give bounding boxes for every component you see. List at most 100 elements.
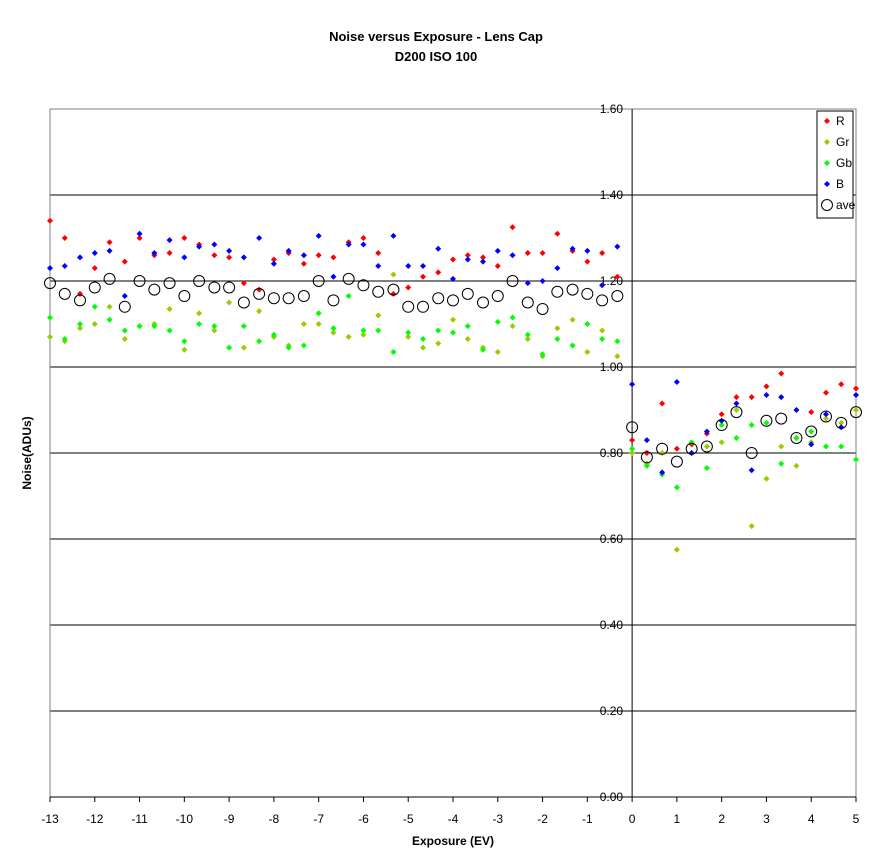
data-point-ave <box>267 292 280 305</box>
data-point-r <box>166 250 173 257</box>
data-point-b <box>91 250 98 257</box>
axes <box>49 108 857 802</box>
data-point-gr <box>196 310 203 317</box>
x-tick-label: 5 <box>853 812 860 826</box>
y-tick-label: 0.60 <box>600 532 624 546</box>
data-point-gr <box>211 327 218 334</box>
x-tick-label: -13 <box>41 812 59 826</box>
x-tick-label: -10 <box>176 812 194 826</box>
data-point-b <box>405 262 412 269</box>
data-point-ave <box>775 412 788 425</box>
series-gr <box>47 271 859 553</box>
x-tick-label: -7 <box>313 812 324 826</box>
data-point-ave <box>491 290 504 303</box>
data-point-r <box>733 394 740 401</box>
data-point-b <box>435 245 442 252</box>
data-point-r <box>61 235 68 241</box>
data-point-gr <box>256 308 263 315</box>
data-point-gr <box>450 316 456 323</box>
data-point-ave <box>566 283 579 296</box>
legend-box <box>816 110 854 219</box>
data-point-ave <box>118 300 131 313</box>
series-gb <box>47 293 859 491</box>
data-point-gb <box>524 331 531 338</box>
y-tick-label: 0.80 <box>600 446 624 460</box>
data-point-gb <box>822 443 829 450</box>
data-point-gb <box>256 338 263 345</box>
data-point-ave <box>237 296 250 309</box>
data-point-gr <box>390 271 397 278</box>
legend-label-b: B <box>836 177 844 191</box>
y-axis-label: Noise(ADUs) <box>20 416 34 489</box>
data-point-b <box>419 262 426 269</box>
data-point-gb <box>390 348 397 355</box>
data-point-r <box>822 389 829 396</box>
data-point-gb <box>315 310 322 317</box>
data-point-r <box>614 273 621 280</box>
data-point-b <box>494 247 501 254</box>
data-point-gb <box>136 323 143 330</box>
data-point-gr <box>763 475 770 482</box>
data-point-gb <box>584 321 591 327</box>
data-point-ave <box>685 442 698 455</box>
x-tick-label: -1 <box>582 812 593 826</box>
data-point-r <box>763 383 770 390</box>
data-point-ave <box>819 410 832 423</box>
data-point-b <box>240 254 247 261</box>
data-point-gr <box>524 336 531 343</box>
data-point-b <box>569 245 576 252</box>
data-point-gr <box>435 340 442 347</box>
data-point-ave <box>536 302 549 315</box>
data-point-r <box>300 260 307 267</box>
series-b <box>47 230 859 476</box>
data-point-r <box>673 445 680 452</box>
data-point-ave <box>282 292 295 305</box>
data-point-gb <box>569 342 576 349</box>
data-point-b <box>300 252 307 259</box>
data-point-b <box>47 265 53 272</box>
data-point-gb <box>554 336 561 343</box>
data-point-gr <box>494 348 501 355</box>
data-point-ave <box>416 300 429 313</box>
data-point-gb <box>285 344 292 351</box>
data-point-ave <box>74 294 87 307</box>
data-point-ave <box>551 285 564 298</box>
data-point-r <box>330 254 337 261</box>
data-point-r <box>509 224 516 231</box>
data-point-ave <box>581 287 594 300</box>
x-tick-label: -12 <box>86 812 104 826</box>
data-point-gb <box>509 314 516 321</box>
data-point-r <box>121 258 128 265</box>
data-point-gr <box>599 327 606 334</box>
tick-labels: 0.000.200.400.600.801.001.201.401.60-13-… <box>41 102 859 826</box>
legend-label-gb: Gb <box>836 156 852 170</box>
data-point-gr <box>614 353 621 360</box>
data-point-gb <box>330 325 337 332</box>
data-point-ave <box>253 287 266 300</box>
data-point-b <box>77 254 84 261</box>
data-point-gr <box>464 336 471 343</box>
data-point-ave <box>521 296 534 309</box>
data-point-gr <box>181 346 188 353</box>
data-point-ave <box>402 300 415 313</box>
y-tick-label: 0.00 <box>600 790 624 804</box>
data-point-ave <box>223 281 236 294</box>
data-point-r <box>47 217 53 224</box>
x-tick-label: -6 <box>358 812 369 826</box>
x-tick-label: -3 <box>492 812 503 826</box>
data-point-gr <box>673 546 680 553</box>
data-point-b <box>718 417 725 424</box>
data-point-gr <box>330 329 337 336</box>
data-point-gr <box>554 325 561 332</box>
data-point-r <box>464 252 471 259</box>
data-point-r <box>405 284 412 291</box>
data-point-r <box>375 250 382 257</box>
data-point-b <box>733 400 740 407</box>
data-point-r <box>599 250 606 257</box>
data-point-r <box>539 250 546 257</box>
data-point-r <box>240 280 247 287</box>
series-r <box>47 217 859 456</box>
data-point-ave <box>342 272 355 285</box>
x-tick-label: -9 <box>224 812 235 826</box>
